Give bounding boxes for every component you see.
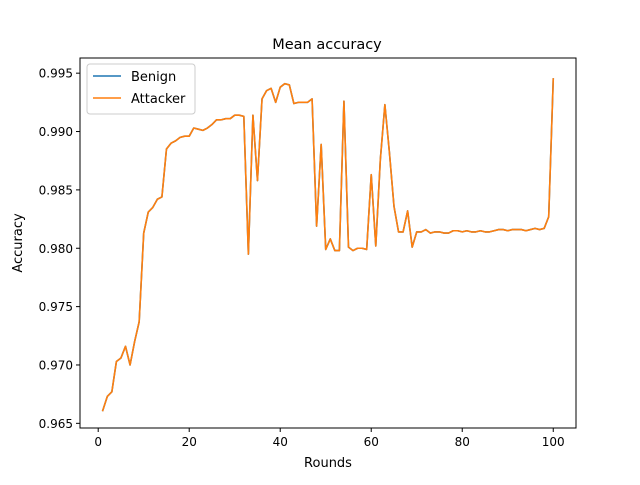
y-tick-label: 0.995: [39, 67, 73, 81]
y-tick-label: 0.985: [39, 183, 73, 197]
chart-title: Mean accuracy: [272, 37, 382, 53]
y-axis: 0.965 0.970 0.975 0.980 0.985 0.990 0.995: [39, 67, 80, 431]
legend: Benign Attacker: [86, 63, 196, 115]
y-tick-label: 0.970: [39, 358, 73, 372]
legend-label-benign: Benign: [131, 70, 176, 85]
y-tick-label: 0.990: [39, 125, 73, 139]
x-tick-label: 60: [364, 435, 379, 449]
x-tick-label: 80: [455, 435, 470, 449]
legend-label-attacker: Attacker: [131, 92, 186, 107]
y-tick-label: 0.965: [39, 417, 73, 431]
x-tick-label: 40: [273, 435, 288, 449]
x-tick-label: 20: [182, 435, 197, 449]
plot-frame: [79, 57, 577, 429]
series-line-attacker: [101, 78, 555, 412]
x-tick-label: 0: [94, 435, 102, 449]
x-tick-label: 100: [542, 435, 565, 449]
x-axis: 0 20 40 60 80 100: [94, 428, 565, 449]
x-axis-label: Rounds: [304, 456, 352, 471]
y-tick-label: 0.975: [39, 300, 73, 314]
series-layer: [101, 78, 555, 412]
y-axis-label: Accuracy: [11, 213, 26, 273]
y-tick-label: 0.980: [39, 242, 73, 256]
